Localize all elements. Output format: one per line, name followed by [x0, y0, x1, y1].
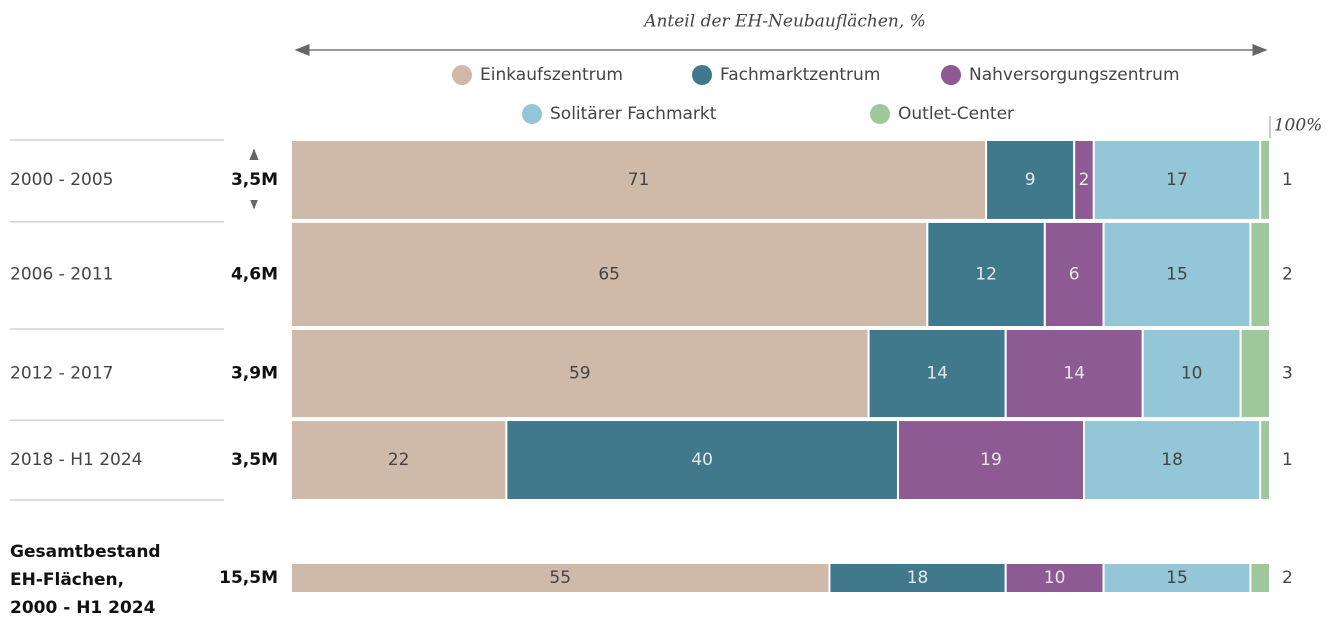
bar-segment	[290, 220, 929, 328]
data-label: 2	[1282, 264, 1293, 284]
bar-segment	[1249, 220, 1272, 328]
summary-label: Gesamtbestand	[10, 542, 161, 562]
data-label: 3	[1282, 364, 1293, 384]
category-label: 2018 - H1 2024	[10, 450, 142, 470]
category-label: 2000 - 2005	[10, 170, 113, 190]
data-label: 18	[1161, 450, 1183, 470]
legend-swatch	[452, 65, 472, 85]
bar-segment	[1259, 139, 1271, 221]
bar-segment	[1239, 327, 1272, 420]
data-label: 9	[1025, 170, 1036, 190]
bar-segment	[290, 139, 988, 221]
category-label: 2012 - 2017	[10, 364, 113, 384]
bar-segment	[828, 562, 1007, 594]
data-label: 55	[549, 568, 571, 588]
data-label: 71	[628, 170, 650, 190]
bar-segment	[1102, 220, 1252, 328]
axis-title: Anteil der EH-Neubauflächen, %	[642, 12, 926, 32]
bar-segment	[505, 419, 899, 501]
data-label: 12	[975, 264, 997, 284]
data-label: 18	[907, 568, 929, 588]
bar-segment	[867, 327, 1007, 420]
bar-segment	[290, 419, 508, 501]
legend-swatch	[692, 65, 712, 85]
legend-swatch	[941, 65, 961, 85]
total-label: 4,6M	[231, 264, 278, 284]
legend-label: Solitärer Fachmarkt	[550, 104, 717, 124]
data-label: 2	[1079, 170, 1090, 190]
legend-label: Nahversorgungszentrum	[969, 65, 1180, 85]
legend-swatch	[870, 104, 890, 124]
data-label: 22	[388, 450, 410, 470]
bar-segment	[896, 419, 1085, 501]
bar-segment	[1082, 419, 1262, 501]
bar-segment	[1259, 419, 1271, 501]
data-label: 65	[598, 264, 620, 284]
category-label: 2006 - 2011	[10, 264, 113, 284]
legend-label: Outlet-Center	[898, 104, 1014, 124]
data-label: 1	[1282, 170, 1293, 190]
bar-segment	[290, 327, 870, 420]
data-label: 19	[980, 450, 1002, 470]
legend-swatch	[522, 104, 542, 124]
data-label: 59	[569, 364, 591, 384]
data-label: 14	[926, 364, 948, 384]
total-label: 3,9M	[231, 364, 278, 384]
summary-label: EH-Flächen,	[10, 570, 124, 590]
legend-label: Fachmarktzentrum	[720, 65, 880, 85]
data-label: 40	[691, 450, 713, 470]
data-label: 10	[1181, 364, 1203, 384]
data-label: 14	[1063, 364, 1085, 384]
bar-segment	[1004, 327, 1144, 420]
data-label: 6	[1069, 264, 1080, 284]
total-label: 3,5M	[231, 170, 278, 190]
arrow-gap	[248, 160, 260, 200]
total-label: 3,5M	[231, 450, 278, 470]
data-label: 1	[1282, 450, 1293, 470]
bar-segment	[1102, 562, 1252, 594]
bar-segment	[1092, 139, 1262, 221]
summary-label: 2000 - H1 2024	[10, 598, 156, 618]
bar-segment	[1249, 562, 1272, 594]
legend-label: Einkaufszentrum	[480, 65, 623, 85]
data-label: 2	[1282, 568, 1293, 588]
bar-segment	[290, 562, 831, 594]
data-label: 15	[1166, 568, 1188, 588]
data-label: 15	[1166, 264, 1188, 284]
data-label: 17	[1166, 170, 1188, 190]
data-label: 10	[1044, 568, 1066, 588]
summary-total: 15,5M	[219, 568, 278, 588]
x-tick-label: 100%	[1274, 116, 1323, 136]
